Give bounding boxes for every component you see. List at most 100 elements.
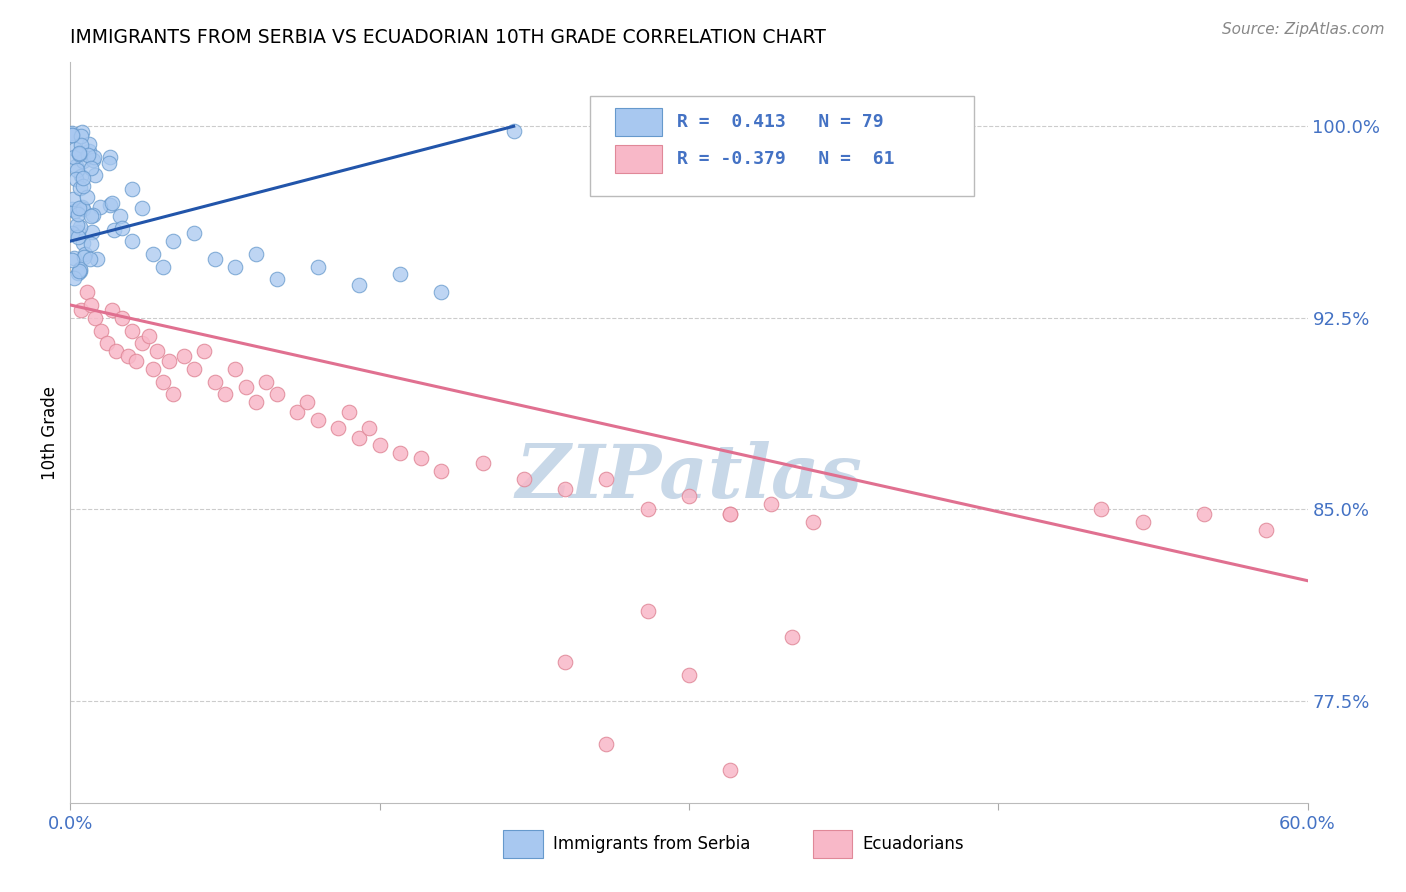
Point xyxy=(235,379,257,393)
Point xyxy=(65,143,87,157)
Point xyxy=(69,303,91,318)
Point xyxy=(502,124,524,138)
Point xyxy=(80,225,103,239)
Point xyxy=(595,472,617,486)
Point xyxy=(637,604,659,618)
Point xyxy=(67,225,90,239)
Point xyxy=(104,343,127,358)
Point xyxy=(65,159,87,173)
Point xyxy=(60,126,83,140)
Point xyxy=(678,668,700,682)
Point xyxy=(90,324,112,338)
Point xyxy=(359,420,381,434)
Point xyxy=(69,219,91,234)
Point xyxy=(77,136,100,151)
Point xyxy=(80,161,103,175)
Point xyxy=(347,277,370,292)
Point xyxy=(66,218,89,232)
Point xyxy=(77,144,100,158)
Text: IMMIGRANTS FROM SERBIA VS ECUADORIAN 10TH GRADE CORRELATION CHART: IMMIGRANTS FROM SERBIA VS ECUADORIAN 10T… xyxy=(70,28,827,47)
Point xyxy=(65,171,87,186)
Point xyxy=(224,361,246,376)
Point xyxy=(98,151,121,165)
Point xyxy=(678,490,700,504)
Point xyxy=(204,252,226,266)
Point xyxy=(554,482,576,496)
Point xyxy=(79,237,101,252)
Point xyxy=(80,209,103,223)
Point xyxy=(62,271,84,285)
Text: ZIPatlas: ZIPatlas xyxy=(516,441,862,513)
Point xyxy=(60,128,83,143)
Point xyxy=(72,202,94,216)
Point xyxy=(138,328,160,343)
Point xyxy=(328,420,350,434)
Point xyxy=(131,201,153,215)
Point xyxy=(84,168,107,182)
Point xyxy=(254,375,277,389)
Point xyxy=(162,387,184,401)
Point xyxy=(389,268,412,282)
Point xyxy=(125,354,148,368)
Point xyxy=(389,446,412,460)
Point xyxy=(100,303,122,318)
Point xyxy=(595,737,617,751)
Point xyxy=(214,387,236,401)
Point xyxy=(98,198,121,212)
Point xyxy=(77,148,100,162)
Point xyxy=(801,515,824,529)
Point xyxy=(83,150,105,164)
Point xyxy=(409,451,432,466)
Point xyxy=(75,247,97,261)
Point xyxy=(70,128,93,143)
Point xyxy=(347,431,370,445)
Point xyxy=(204,375,226,389)
Point xyxy=(152,375,174,389)
Point xyxy=(79,252,101,267)
Point xyxy=(63,203,86,218)
Point xyxy=(70,125,93,139)
Point xyxy=(245,247,267,261)
Point xyxy=(60,128,83,142)
Point xyxy=(60,202,83,216)
Point xyxy=(96,336,118,351)
Point xyxy=(103,223,125,237)
Point xyxy=(637,502,659,516)
Point xyxy=(142,361,165,376)
Point xyxy=(62,193,84,207)
Point xyxy=(718,763,741,777)
Point xyxy=(70,138,93,153)
Point xyxy=(111,310,134,325)
Point xyxy=(266,387,288,401)
Point xyxy=(66,266,89,280)
Point xyxy=(111,221,134,235)
FancyBboxPatch shape xyxy=(813,830,852,858)
Point xyxy=(67,145,90,160)
Point xyxy=(108,209,131,223)
FancyBboxPatch shape xyxy=(503,830,543,858)
Point xyxy=(67,146,90,161)
Point xyxy=(66,230,89,244)
Point xyxy=(60,227,83,241)
FancyBboxPatch shape xyxy=(614,145,662,173)
Point xyxy=(121,324,143,338)
Point xyxy=(117,349,139,363)
Point xyxy=(69,180,91,194)
Point xyxy=(285,405,308,419)
Point xyxy=(146,343,169,358)
Point xyxy=(1194,508,1216,522)
Point xyxy=(193,343,215,358)
Point xyxy=(121,234,143,248)
Point xyxy=(183,227,205,241)
Text: R =  0.413   N = 79: R = 0.413 N = 79 xyxy=(676,113,883,131)
Point xyxy=(718,508,741,522)
Point xyxy=(266,272,288,286)
Point xyxy=(84,310,107,325)
Point xyxy=(69,264,91,278)
Point xyxy=(72,171,94,186)
Point xyxy=(72,153,94,168)
Point xyxy=(72,179,94,194)
Point xyxy=(368,438,391,452)
Text: Source: ZipAtlas.com: Source: ZipAtlas.com xyxy=(1222,22,1385,37)
Point xyxy=(152,260,174,274)
